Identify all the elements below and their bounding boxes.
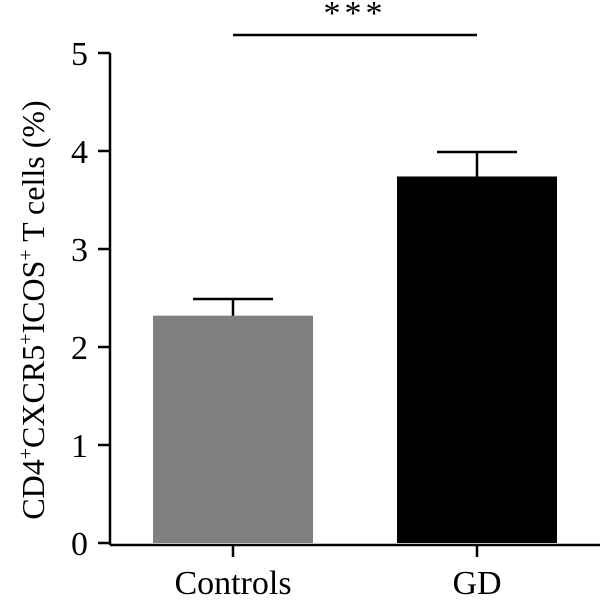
y-tick-label: 3 <box>71 232 88 269</box>
y-axis-label: CD4+CXCR5+ICOS+ T cells (%) <box>15 100 51 519</box>
error-bars <box>193 150 517 316</box>
x-tick-label: Controls <box>174 565 291 601</box>
bars <box>153 176 557 544</box>
bar-gd <box>397 176 557 544</box>
x-tick-label: GD <box>452 565 501 601</box>
y-tick-label: 4 <box>71 134 88 171</box>
y-label-superscript: + <box>15 448 37 459</box>
y-tick-label: 5 <box>71 36 88 73</box>
y-tick-label: 0 <box>71 526 88 563</box>
y-label-text: CD4 <box>15 459 51 519</box>
bar-controls <box>153 315 313 543</box>
y-tick-label: 2 <box>71 330 88 367</box>
x-axis: Controls GD <box>110 543 600 601</box>
y-label-text: ICOS <box>15 261 51 334</box>
y-label-text: CXCR5 <box>15 345 51 448</box>
y-label-text: T cells (%) <box>15 100 51 249</box>
significance-label: *** <box>324 0 387 32</box>
significance-annotation: *** <box>233 0 477 37</box>
y-label-superscript: + <box>15 334 37 345</box>
y-label-superscript: + <box>15 249 37 260</box>
y-tick-label: 1 <box>71 428 88 465</box>
y-axis: 0 1 2 3 4 5 <box>71 36 112 563</box>
